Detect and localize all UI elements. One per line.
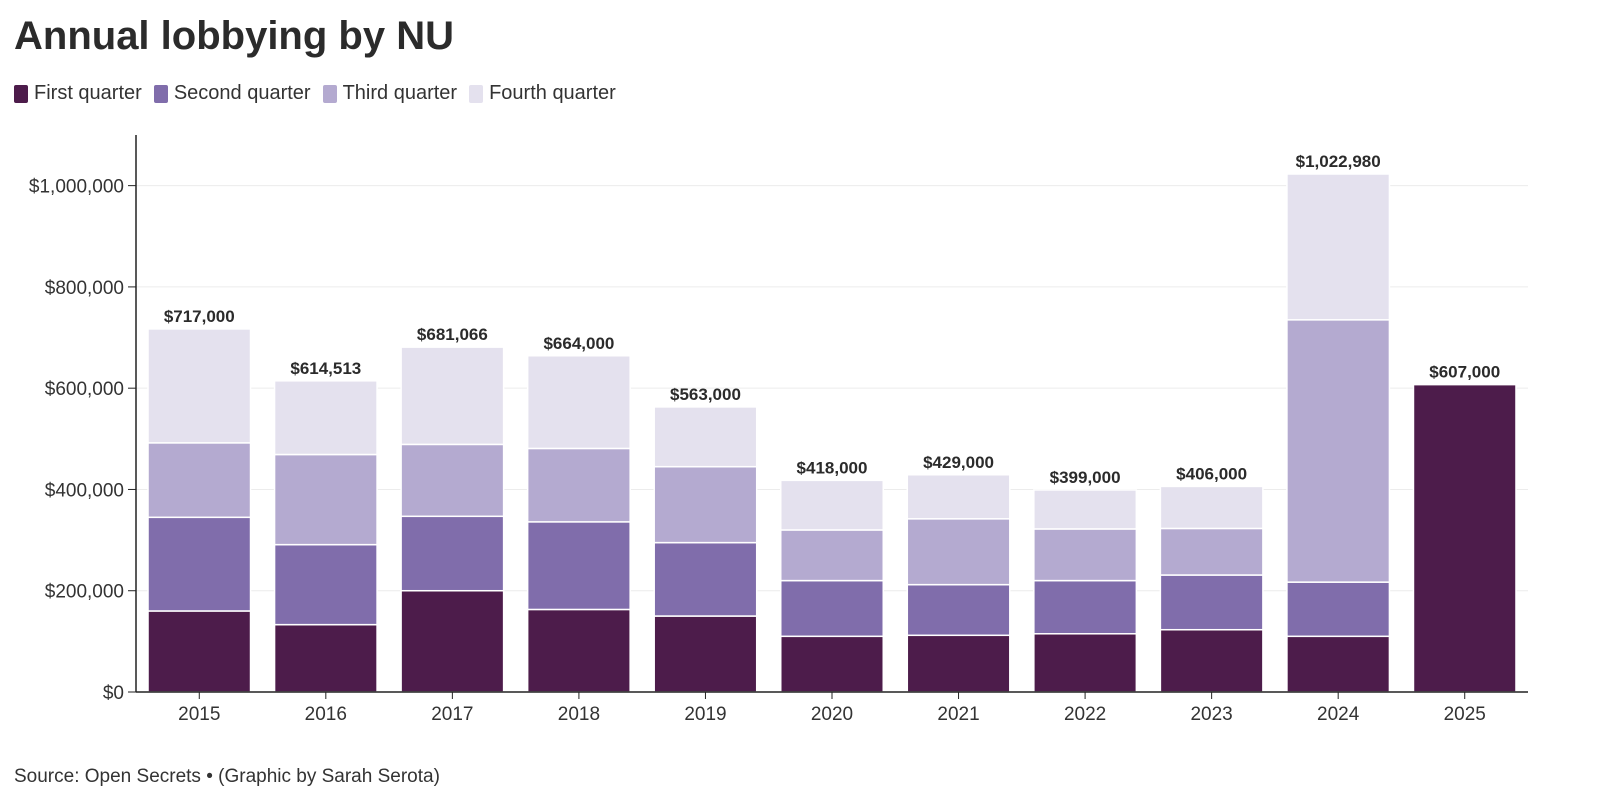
legend-label: Third quarter	[342, 82, 458, 104]
bar-segment	[147, 442, 252, 519]
bar-segment	[1159, 485, 1264, 530]
bar-segment	[147, 328, 252, 444]
bar-segment	[653, 465, 758, 544]
bar-segment	[906, 474, 1011, 520]
bar-segment	[147, 516, 252, 612]
y-tick-label: $800,000	[45, 278, 124, 299]
bar-segment	[273, 543, 378, 626]
legend-swatch	[469, 84, 484, 103]
total-label: $1,022,980	[1296, 152, 1381, 171]
bar-segment	[779, 529, 885, 582]
bar-segment	[1286, 635, 1391, 693]
bar-segment	[273, 623, 378, 693]
legend-item-second-quarter: Second quarter	[153, 82, 311, 105]
legend-label: Fourth quarter	[489, 82, 616, 104]
bar-segment	[400, 346, 505, 446]
total-label: $681,066	[417, 325, 488, 344]
bar-segment	[400, 515, 505, 592]
bar-segment	[1286, 581, 1391, 638]
bar-segment	[400, 589, 505, 693]
x-tick-label: 2023	[1190, 704, 1232, 725]
bar-segment	[1033, 633, 1138, 693]
y-tick-label: $0	[103, 683, 124, 704]
legend-label: First quarter	[34, 82, 142, 104]
total-label: $563,000	[670, 385, 741, 404]
legend-label: Second quarter	[173, 82, 311, 104]
bar-segment	[653, 541, 758, 617]
y-tick-label: $400,000	[45, 480, 124, 501]
bar-segment	[147, 610, 252, 693]
x-tick-label: 2025	[1444, 704, 1486, 725]
total-label: $429,000	[923, 453, 994, 472]
y-tick-label: $200,000	[45, 582, 124, 603]
total-label: $664,000	[543, 334, 614, 353]
bar-segment	[1033, 528, 1138, 582]
x-tick-label: 2022	[1064, 704, 1106, 725]
bar-segment	[1159, 574, 1264, 631]
bar-segment	[1159, 628, 1264, 693]
y-tick-label: $600,000	[45, 379, 124, 400]
bar-segment	[1033, 579, 1138, 635]
source-credit: Source: Open Secrets • (Graphic by Sarah…	[14, 766, 440, 787]
bar-segment	[779, 635, 885, 693]
bar-segment	[1286, 319, 1391, 583]
x-tick-label: 2017	[431, 704, 473, 725]
total-label: $607,000	[1429, 363, 1500, 382]
bar-segment	[653, 615, 758, 693]
bar-segment	[779, 479, 885, 531]
y-tick-label: $1,000,000	[29, 177, 124, 198]
x-tick-label: 2020	[811, 704, 853, 725]
x-tick-label: 2016	[305, 704, 347, 725]
total-label: $406,000	[1176, 464, 1247, 483]
bar-segment	[906, 583, 1011, 637]
x-tick-label: 2021	[937, 704, 979, 725]
legend-item-third-quarter: Third quarter	[322, 82, 458, 105]
bar-segment	[906, 634, 1011, 693]
bar-segment	[526, 521, 631, 611]
total-label: $399,000	[1050, 468, 1121, 487]
bar-segment	[526, 355, 631, 450]
legend-item-fourth-quarter: Fourth quarter	[469, 82, 616, 105]
legend-swatch	[322, 84, 337, 103]
total-label: $614,513	[290, 359, 361, 378]
x-tick-label: 2024	[1317, 704, 1360, 725]
total-label: $717,000	[164, 307, 235, 326]
bar-segment	[653, 406, 758, 468]
legend-swatch	[14, 84, 28, 103]
bar-segment	[400, 443, 505, 518]
bar-segment	[526, 608, 631, 693]
x-tick-label: 2015	[178, 704, 220, 725]
bar-segment	[273, 380, 378, 456]
legend: First quarter Second quarter Third quart…	[14, 82, 628, 105]
legend-item-first-quarter: First quarter	[14, 82, 142, 105]
bar-segment	[526, 447, 631, 523]
bar-segment	[1159, 527, 1264, 576]
bar-segment	[273, 453, 378, 546]
bar-segment	[906, 518, 1011, 586]
chart-title: Annual lobbying by NU	[14, 14, 454, 58]
bar-segment	[1033, 489, 1138, 530]
bar-segment	[1412, 383, 1517, 693]
bar-segment	[1286, 173, 1391, 321]
x-tick-label: 2019	[684, 704, 726, 725]
total-label: $418,000	[797, 458, 868, 477]
legend-swatch	[153, 84, 168, 103]
x-tick-label: 2018	[558, 704, 600, 725]
bar-segment	[779, 579, 885, 638]
